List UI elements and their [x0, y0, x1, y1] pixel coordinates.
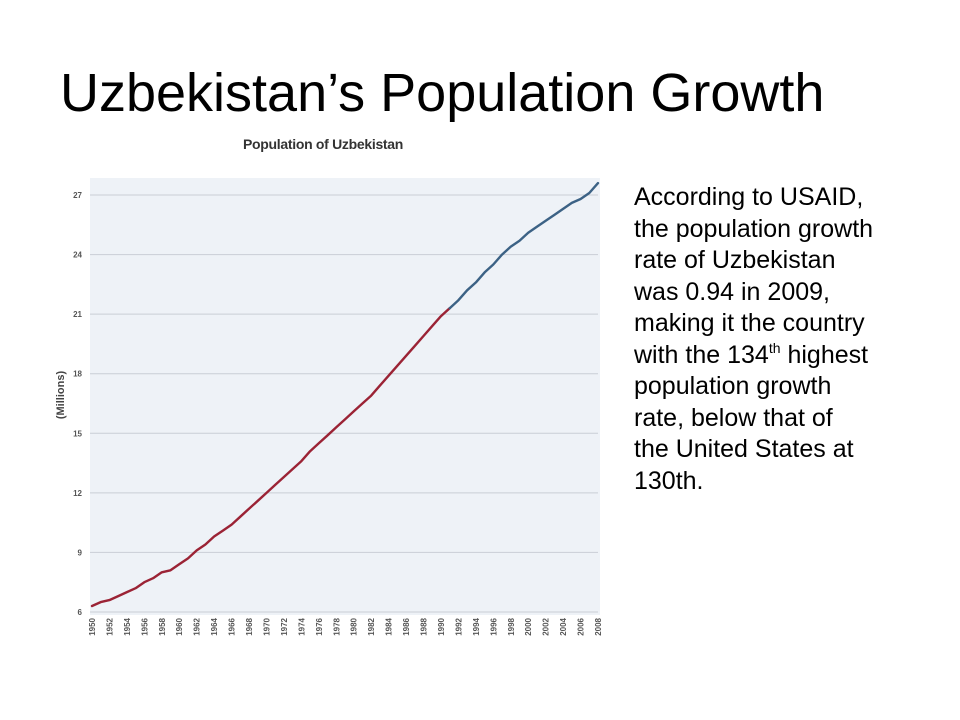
slide-title: Uzbekistan’s Population Growth: [60, 63, 825, 123]
y-tick-label: 24: [73, 251, 82, 260]
x-tick-label: 2002: [542, 617, 551, 635]
x-tick-label: 1996: [489, 617, 498, 635]
x-tick-label: 1966: [228, 617, 237, 635]
x-tick-label: 1960: [175, 617, 184, 635]
grid-lines: [90, 194, 598, 613]
slide-body-text: According to USAID, the population growt…: [634, 182, 874, 497]
x-tick-label: 1970: [262, 617, 271, 635]
x-tick-label: 1998: [507, 617, 516, 635]
x-tick-labels: 1950 1952 1954 1956 1958 1960 1962 1964 1966 1968…: [88, 617, 603, 635]
x-tick-label: 1990: [437, 617, 446, 635]
y-axis-label: (Millions): [55, 371, 67, 420]
y-tick-label: 18: [73, 370, 82, 379]
y-tick-label: 21: [73, 310, 82, 319]
x-tick-label: 1974: [297, 617, 306, 635]
plot-background: [90, 178, 600, 615]
x-tick-label: 1988: [420, 617, 429, 635]
body-text-superscript: th: [768, 339, 781, 356]
x-tick-label: 1950: [88, 617, 97, 635]
series-line-1: [90, 307, 451, 608]
x-tick-label: 1954: [123, 617, 132, 635]
x-tick-label: 1956: [140, 617, 149, 635]
y-tick-label: 6: [78, 608, 83, 617]
x-tick-label: 1994: [472, 617, 481, 635]
y-tick-labels: 6 9 12 15 18 21 24 27: [73, 191, 82, 617]
x-tick-label: 1976: [315, 617, 324, 635]
x-tick-label: 2008: [594, 617, 603, 635]
x-tick-label: 2006: [577, 617, 586, 635]
x-tick-label: 1972: [280, 617, 289, 635]
x-tick-label: 1980: [350, 617, 359, 635]
chart-title: Population of Uzbekistan: [243, 136, 404, 152]
series-line-2: [448, 181, 600, 310]
y-tick-label: 15: [73, 429, 82, 438]
x-tick-label: 1958: [158, 617, 167, 635]
y-tick-label: 9: [78, 548, 83, 557]
y-tick-label: 12: [73, 489, 82, 498]
y-tick-label: 27: [73, 191, 82, 200]
body-text-after: highest population growth rate, below th…: [634, 340, 869, 495]
x-tick-label: 2004: [559, 617, 568, 635]
x-tick-label: 1964: [210, 617, 219, 635]
x-tick-label: 1968: [245, 617, 254, 635]
x-tick-label: 2000: [524, 617, 533, 635]
x-tick-label: 1986: [402, 617, 411, 635]
x-tick-label: 1952: [105, 617, 114, 635]
series-lines: [90, 181, 600, 608]
x-tick-label: 1984: [385, 617, 394, 635]
x-tick-label: 1978: [332, 617, 341, 635]
body-text-before: According to USAID, the population growt…: [634, 183, 874, 369]
x-tick-label: 1992: [454, 617, 463, 635]
x-tick-label: 1982: [367, 617, 376, 635]
x-tick-label: 1962: [193, 617, 202, 635]
